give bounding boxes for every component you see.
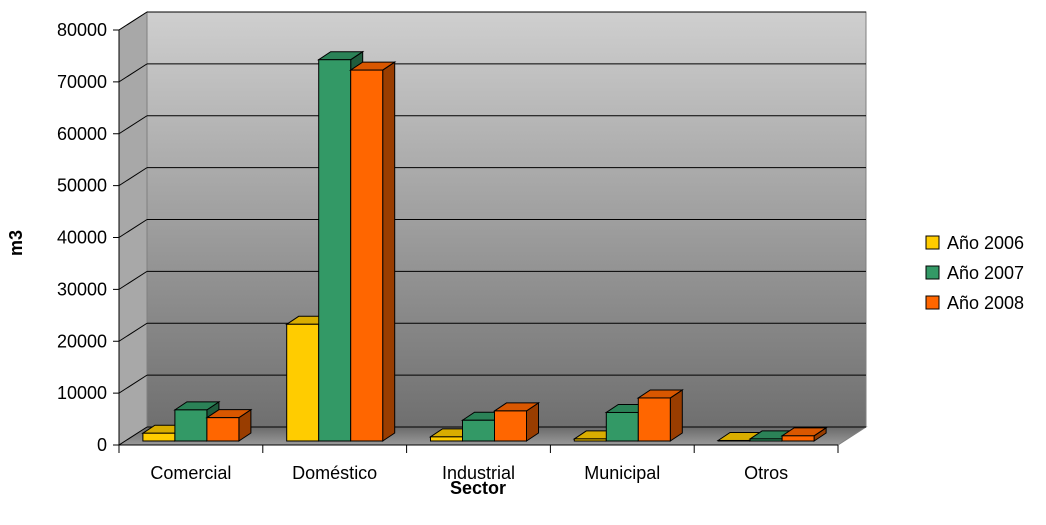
y-tick-labels: 0 10000 20000 30000 40000 50000 60000 70000 8000… <box>57 20 107 455</box>
gridline-side <box>118 322 148 342</box>
bar-front <box>605 411 639 442</box>
legend-label: Año 2008 <box>947 293 1024 313</box>
gridline-side <box>118 167 148 187</box>
legend-swatch <box>925 235 940 250</box>
gridline-side <box>118 63 148 83</box>
y-tick-label: 70000 <box>57 72 107 92</box>
legend-label: Año 2006 <box>947 233 1024 253</box>
y-tick-label: 50000 <box>57 176 107 196</box>
bar-front <box>350 69 384 442</box>
x-tick-labels: Comercial Doméstico Industrial Municipal Otr… <box>150 463 788 483</box>
bar-front <box>318 59 352 442</box>
bar-front <box>430 436 463 442</box>
x-tick-label: Doméstico <box>292 463 377 483</box>
y-tick-label: 40000 <box>57 228 107 248</box>
legend-item: Año 2006 <box>925 233 1024 253</box>
bar-front <box>462 419 495 442</box>
bar-front <box>286 323 320 442</box>
bar <box>349 61 397 442</box>
x-axis-title: Sector <box>450 478 506 498</box>
bar-front <box>637 397 671 442</box>
bar <box>636 389 684 442</box>
bar-front <box>781 435 815 442</box>
bar-front <box>142 432 176 442</box>
bar-front <box>174 409 208 442</box>
bars <box>141 50 828 442</box>
bar <box>205 408 253 442</box>
gridline-side <box>118 426 148 446</box>
x-tick-label: Municipal <box>584 463 660 483</box>
legend-swatch <box>925 265 940 280</box>
y-tick-label: 20000 <box>57 331 107 351</box>
bar-front <box>749 438 783 442</box>
y-axis-title: m3 <box>6 230 26 256</box>
x-tick-label: Otros <box>744 463 788 483</box>
legend-item: Año 2008 <box>925 293 1024 313</box>
bar-front <box>717 439 751 442</box>
x-tick-label: Industrial <box>442 463 515 483</box>
bar-front <box>573 438 607 442</box>
gridline-side <box>118 11 148 31</box>
y-tick-label: 10000 <box>57 383 107 403</box>
y-tick-label: 30000 <box>57 279 107 299</box>
legend-swatch <box>925 295 940 310</box>
bar <box>780 426 828 442</box>
y-tick-label: 80000 <box>57 20 107 40</box>
y-tick-label: 0 <box>97 435 107 455</box>
legend-item: Año 2007 <box>925 263 1024 283</box>
gridline-side <box>118 219 148 238</box>
gridline-side <box>118 374 148 394</box>
plot-area <box>117 11 868 446</box>
bar-front <box>206 417 240 442</box>
gridline-side <box>118 270 148 290</box>
legend-label: Año 2007 <box>947 263 1024 283</box>
bar-side <box>382 61 396 442</box>
bar <box>492 401 541 442</box>
legend: Año 2006 Año 2007 Año 2008 <box>925 233 1024 313</box>
axes <box>113 29 839 453</box>
y-tick-label: 60000 <box>57 124 107 144</box>
bar-front <box>494 410 527 442</box>
gridline-side <box>118 115 148 135</box>
x-tick-label: Comercial <box>150 463 231 483</box>
bar-side <box>669 389 683 442</box>
